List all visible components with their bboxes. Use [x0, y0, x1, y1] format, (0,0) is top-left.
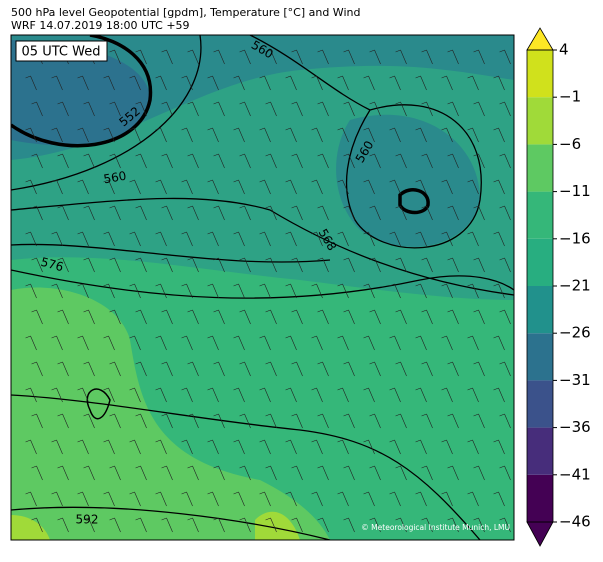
colorbar-tick-label: −6: [559, 135, 581, 153]
copyright: © Meteorological Institute Munich, LMU: [361, 523, 510, 532]
colorbar-bin: [527, 474, 553, 522]
map-area: [11, 35, 514, 540]
colorbar-bin: [527, 238, 553, 286]
colorbar-tick-label: −41: [559, 465, 591, 483]
colorbar-bin: [527, 380, 553, 428]
contour-label: 592: [76, 513, 99, 527]
field-warm: [11, 287, 330, 540]
colorbar-tick-label: −26: [559, 324, 591, 342]
title: 500 hPa level Geopotential [gpdm], Tempe…: [11, 6, 360, 19]
time-label: 05 UTC Wed: [22, 45, 101, 60]
colorbar-tick-label: −21: [559, 277, 591, 295]
colorbar-bin: [527, 144, 553, 192]
field-cold: [11, 35, 514, 160]
colorbar-tick-label: −1: [559, 88, 581, 106]
contour-label: 576: [39, 255, 65, 274]
colorbar-tick-label: −31: [559, 371, 591, 389]
colorbar-bin: [527, 427, 553, 475]
field-warm: [255, 511, 300, 540]
colorbar-bin: [527, 286, 553, 334]
colorbar-tick-label: −36: [559, 418, 591, 436]
field-cold: [336, 114, 480, 247]
colorbar-bin: [527, 191, 553, 239]
map-frame: [10, 34, 515, 541]
contour-label: 560: [102, 169, 127, 187]
time-label-box: [15, 40, 108, 62]
colorbar-tick-label: −16: [559, 229, 591, 247]
colorbar-tick-label: −11: [559, 182, 591, 200]
colorbar-bin: [527, 97, 553, 145]
field-cold: [11, 40, 150, 146]
colorbar: −46 −41 −36 −31 −26 −21 −16 −11 −6 −1 4: [526, 27, 591, 547]
subtitle: WRF 14.07.2019 18:00 UTC +59: [11, 19, 190, 32]
colorbar-extend-over: [526, 27, 554, 51]
colorbar-tick-label: −46: [559, 513, 591, 531]
field-warm: [11, 515, 50, 540]
colorbar-extend-under: [526, 521, 554, 547]
colorbar-bin: [527, 50, 553, 98]
colorbar-tick-label: 4: [559, 41, 569, 59]
colorbar-bin: [527, 333, 553, 381]
